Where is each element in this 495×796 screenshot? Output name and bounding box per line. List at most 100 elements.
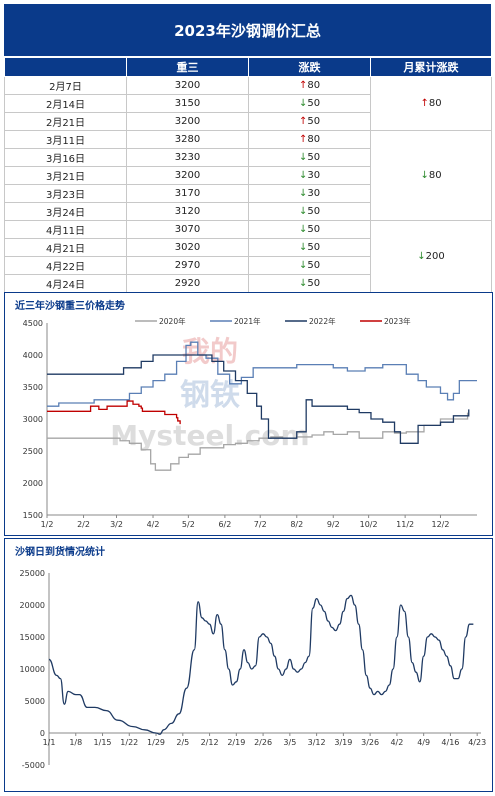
x-tick-label: 3/5 [283,738,296,747]
cell-change: ↓30 [248,184,371,203]
y-tick-label: 5000 [25,697,45,706]
cell-price: 3200 [126,76,249,95]
col-header-change: 涨跌 [248,57,371,77]
cell-date: 3月24日 [4,202,127,221]
series-line [47,400,181,425]
y-tick-label: 3000 [23,415,43,424]
arrow-down-icon: ↓ [298,278,308,289]
arrow-down-icon: ↓ [420,170,429,181]
arrow-up-icon: ↑ [298,80,308,91]
change-value: 50 [307,260,321,271]
change-value: 80 [307,80,321,91]
series-line [47,341,477,407]
arrow-down-icon: ↓ [298,206,308,217]
price-trend-chart: 近三年沙钢重三价格走势 我的 钢铁 Mysteel.com 1500 2000 2500 3… [4,292,493,536]
cell-price: 3200 [126,166,249,185]
legend-label: 2020年 [159,316,186,326]
x-tick-label: 1/8 [69,738,82,747]
cell-change: ↓50 [248,256,371,275]
x-tick-label: 1/1 [43,738,56,747]
cell-change: ↓30 [248,166,371,185]
change-value: 50 [307,224,321,235]
y-tick-label: 2500 [23,447,43,456]
cell-monthly-total: ↓80 [370,130,492,221]
arrow-down-icon: ↓ [298,188,308,199]
cell-price: 3150 [126,94,249,113]
x-tick-label: 1/2 [41,520,54,529]
cell-change: ↓50 [248,220,371,239]
arrow-down-icon: ↓ [417,251,426,262]
x-tick-label: 4/2 [147,520,160,529]
change-value: 30 [307,170,321,181]
x-tick-label: 8/2 [290,520,303,529]
arrival-chart: 沙钢日到货情况统计 -5000 0 5000 10000 15000 20000 25000… [4,538,493,792]
x-tick-label: 3/19 [334,738,352,747]
x-tick-label: 11/2 [396,520,414,529]
table-row: 2月21日 3200 ↑50 [4,112,492,131]
arrow-down-icon: ↓ [298,242,308,253]
chart-title: 近三年沙钢重三价格走势 [15,301,125,312]
table-row: 2月7日 3200 ↑80 ↑80 [4,76,492,131]
change-value: 50 [307,206,321,217]
cell-change: ↑80 [248,76,371,95]
change-value: 50 [307,278,321,289]
table-row: 3月11日 3280 ↑80 ↓80 [4,130,492,221]
cell-date: 4月21日 [4,238,127,257]
cell-change: ↓50 [248,274,371,293]
arrow-up-icon: ↑ [298,116,308,127]
arrow-down-icon: ↓ [298,152,308,163]
legend-label: 2022年 [309,316,336,326]
series-line [48,594,474,735]
cell-price: 3200 [126,112,249,131]
cell-date: 3月11日 [4,130,127,149]
y-tick-label: 4000 [23,351,43,360]
arrow-up-icon: ↑ [298,134,308,145]
monthly-value: 80 [428,170,442,181]
cell-price: 2970 [126,256,249,275]
cell-price: 3070 [126,220,249,239]
change-value: 80 [307,134,321,145]
y-tick-label: 1500 [23,511,43,520]
x-tick-label: 2/2 [77,520,90,529]
cell-change: ↑50 [248,112,371,131]
table-row: 4月21日 3020 ↓50 [4,238,492,257]
cell-date: 2月7日 [4,76,127,95]
col-header-date [4,57,127,77]
cell-change: ↓50 [248,94,371,113]
x-tick-label: 4/2 [390,738,403,747]
page-title: 2023年沙钢调价汇总 [4,4,491,56]
cell-monthly-total: ↓200 [370,220,492,293]
cell-date: 4月24日 [4,274,127,293]
y-tick-label: 25000 [20,569,45,578]
col-header-price: 重三 [126,57,249,77]
y-tick-label: 4500 [23,319,43,328]
x-tick-label: 2/26 [254,738,272,747]
x-tick-label: 1/29 [147,738,165,747]
cell-monthly-total: ↑80 [370,76,492,131]
x-tick-label: 5/2 [182,520,195,529]
x-tick-label: 9/2 [327,520,340,529]
arrow-down-icon: ↓ [298,224,308,235]
table-body: 2月7日 3200 ↑80 ↑80 2月14日 3150 ↓50 2月21日 3200 ↑50 3月… [4,76,492,293]
y-tick-label: 15000 [20,633,45,642]
x-tick-label: 2/12 [201,738,219,747]
cell-price: 2920 [126,274,249,293]
arrival-svg: -5000 0 5000 10000 15000 20000 25000 1/1 1/8 1/15… [20,569,487,770]
table-header-row: 重三 涨跌 月累计涨跌 [4,57,492,77]
series-line [47,354,470,444]
legend-label: 2021年 [234,316,261,326]
cell-price: 3120 [126,202,249,221]
x-tick-label: 4/16 [441,738,459,747]
watermark-line1: 我的 [182,335,238,368]
y-tick-label: 0 [40,729,45,738]
x-tick-label: 3/26 [361,738,379,747]
table-row: 3月21日 3200 ↓30 [4,166,492,185]
y-tick-label: 20000 [20,601,45,610]
cell-price: 3170 [126,184,249,203]
x-tick-label: 6/2 [218,520,231,529]
table-row: 4月11日 3070 ↓50 ↓200 [4,220,492,293]
chart-title: 沙钢日到货情况统计 [15,547,105,558]
cell-date: 3月23日 [4,184,127,203]
col-header-monthly: 月累计涨跌 [370,57,492,77]
change-value: 50 [307,116,321,127]
